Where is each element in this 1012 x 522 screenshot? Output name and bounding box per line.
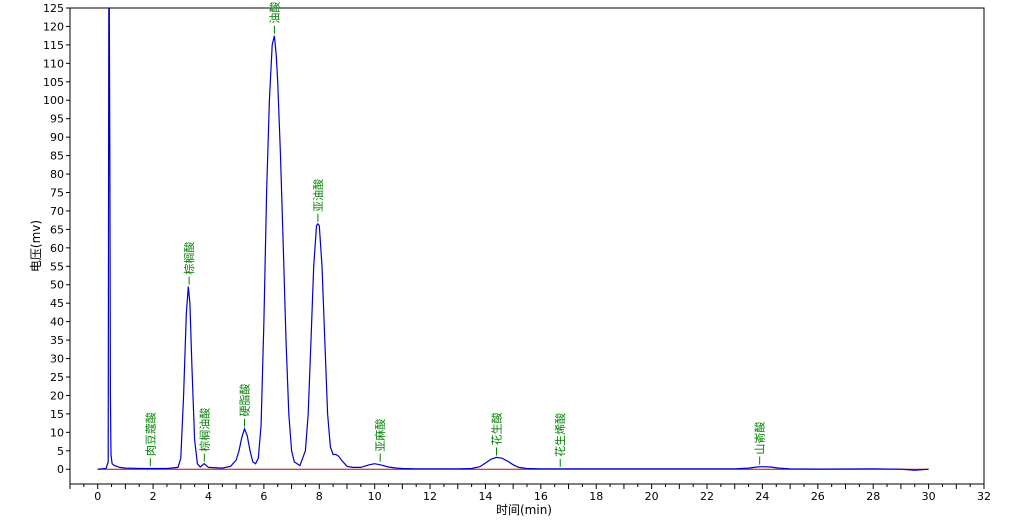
y-tick-label: 15 [50,408,64,421]
peak-label: 棕榈油酸 [197,408,211,452]
y-tick-label: 60 [50,242,64,255]
x-axis-ticks: 0 2 4 6 8 10 12 14 16 18 20 22 24 26 28 30 32 [69,484,991,503]
peak-label: 亚麻酸 [373,419,387,452]
x-tick-label: 2 [150,490,157,503]
y-axis-ticks: 0 5 10 15 20 25 30 35 40 45 50 55 60 65 70 75 80 85 90 95 10… [43,2,70,476]
x-tick-label: 0 [94,490,101,503]
x-tick-label: 26 [811,490,825,503]
y-tick-label: 110 [43,57,64,70]
y-tick-label: 10 [50,426,64,439]
y-tick-label: 90 [50,131,64,144]
peak-label: 花生烯酸 [553,413,567,457]
peak-label: 亚油酸 [311,179,325,212]
y-tick-label: 85 [50,150,64,163]
y-tick-label: 65 [50,223,64,236]
peak-label: 肉豆蔻酸 [143,412,157,456]
x-tick-label: 28 [866,490,880,503]
x-tick-label: 16 [534,490,548,503]
axes: 0510152025303540455055606570758085909510… [43,2,991,503]
y-tick-label: 45 [50,297,64,310]
peak-label: 山嵛酸 [753,422,767,455]
x-tick-label: 20 [645,490,659,503]
y-tick-label: 125 [43,2,64,15]
x-tick-label: 10 [368,490,382,503]
y-tick-label: 75 [50,186,64,199]
x-tick-label: 8 [316,490,323,503]
peak-label: 油酸 [267,2,281,24]
x-tick-label: 12 [423,490,437,503]
x-tick-label: 18 [589,490,603,503]
y-tick-label: 105 [43,76,64,89]
y-tick-label: 115 [43,39,64,52]
y-tick-label: 30 [50,353,64,366]
y-tick-label: 35 [50,334,64,347]
peak-label: 棕榈酸 [182,242,196,275]
y-tick-label: 0 [57,463,64,476]
y-axis-title: 电压(mv) [29,220,43,272]
series-line-signal [97,7,929,471]
x-tick-label: 14 [478,490,492,503]
y-tick-label: 20 [50,389,64,402]
x-tick-label: 4 [205,490,212,503]
y-tick-label: 25 [50,371,64,384]
x-axis-title: 时间(min) [496,503,552,517]
y-tick-label: 100 [43,94,64,107]
y-tick-label: 50 [50,279,64,292]
y-tick-label: 120 [43,20,64,33]
x-tick-label: 6 [260,490,267,503]
y-tick-label: 5 [57,445,64,458]
y-tick-label: 40 [50,316,64,329]
y-tick-label: 95 [50,113,64,126]
x-tick-label: 32 [977,490,991,503]
x-tick-label: 30 [922,490,936,503]
peak-label: 硬脂酸 [237,384,251,417]
peak-label: 花生酸 [490,412,504,445]
y-tick-label: 80 [50,168,64,181]
y-tick-label: 55 [50,260,64,273]
y-tick-label: 70 [50,205,64,218]
x-tick-label: 24 [755,490,769,503]
x-tick-label: 22 [700,490,714,503]
